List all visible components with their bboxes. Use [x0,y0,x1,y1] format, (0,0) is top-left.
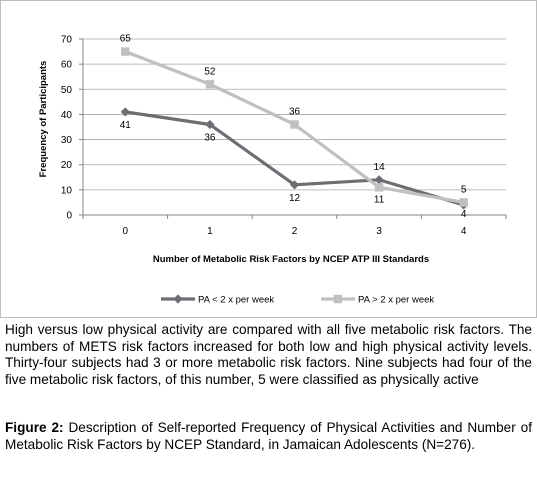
legend-label: PA > 2 x per week [358,295,434,306]
legend-marker [173,294,183,304]
data-label: 36 [289,106,301,117]
data-point [374,175,384,185]
data-label: 12 [289,193,301,204]
legend-label: PA < 2 x per week [198,295,274,306]
data-point [374,183,384,192]
data-label: 5 [461,184,467,195]
data-point [121,47,130,56]
data-point [289,180,300,190]
data-labels: 41 36 12 14 4 65 52 36 11 5 [120,34,467,220]
data-label: 36 [204,132,216,143]
y-tick-label: 10 [61,185,73,196]
legend-marker [333,294,343,304]
chart-container: 0 10 20 30 40 50 60 70 0 1 2 3 4 41 36 12 14 4 65 52 36 11 5 … [0,0,537,318]
data-point [205,80,215,89]
data-label: 52 [204,66,216,77]
data-label: 14 [374,162,386,173]
y-tick-label: 20 [61,160,73,171]
data-point [120,107,130,117]
figure-caption-text: Description of Self-reported Frequency o… [5,420,532,452]
legend: PA < 2 x per week PA > 2 x per week [161,294,434,306]
data-label: 41 [120,120,132,131]
y-tick-label: 70 [61,35,73,46]
y-tick-label: 60 [61,60,73,71]
x-tick-label: 0 [123,226,129,237]
figure-label: Figure 2: [5,420,64,435]
series-lines [120,47,469,210]
data-point [290,120,299,129]
x-axis-label: Number of Metabolic Risk Factors by NCEP… [153,254,429,265]
data-label: 65 [120,34,132,45]
x-tick-label: 1 [207,226,213,237]
x-tick-label: 4 [461,226,467,237]
data-label: 4 [461,209,467,220]
chart-description: High versus low physical activity are co… [5,322,532,387]
x-tick-label: 3 [376,226,382,237]
x-tick-label: 2 [292,226,298,237]
y-tick-label: 30 [61,135,73,146]
data-label: 11 [374,194,385,205]
data-point [205,119,215,130]
figure-caption: Figure 2: Description of Self-reported F… [5,420,532,453]
y-tick-label: 50 [61,85,73,96]
y-tick-label: 40 [61,110,73,121]
y-tick-label: 0 [66,211,72,222]
data-point [459,198,468,207]
y-axis-label: Frequency of Participants [38,61,49,178]
